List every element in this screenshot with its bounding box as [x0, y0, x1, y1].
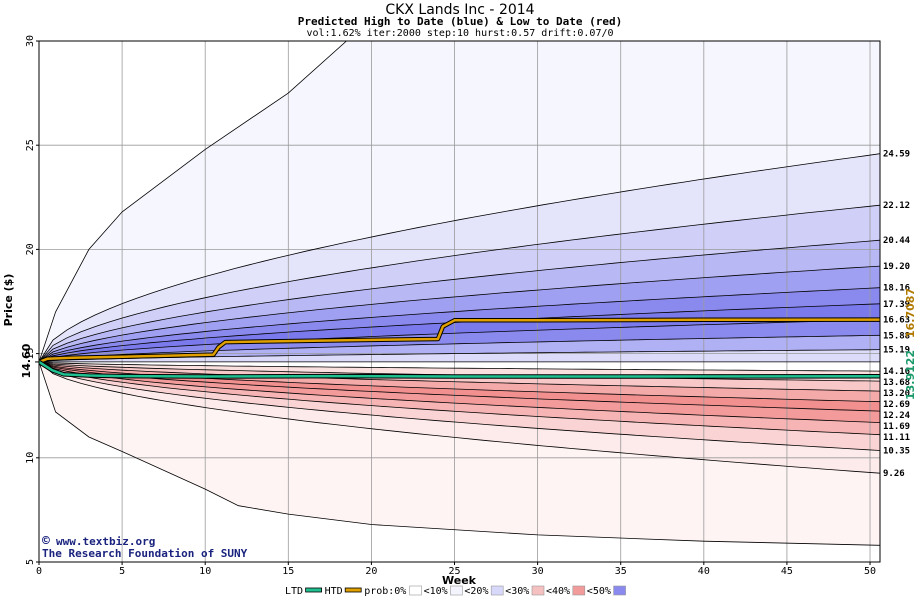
- credit-line-2: The Research Foundation of SUNY: [42, 547, 248, 560]
- legend-swatch-4: [490, 585, 504, 596]
- upper-boundary-7: [39, 319, 880, 363]
- legend-swatch-7: [613, 585, 626, 596]
- chart-title: CKX Lands Inc - 2014: [385, 2, 534, 18]
- y-tick-label-1: 10: [25, 452, 36, 464]
- end-label-6: 16.63: [883, 316, 910, 326]
- x-tick-label-1: 5: [119, 566, 125, 577]
- y-tick-label-2: 15: [25, 348, 36, 360]
- upper-band-9: [39, 349, 880, 362]
- ltd-line: [39, 360, 880, 378]
- end-label-10: 13.68: [883, 378, 910, 388]
- upper-boundary-3: [39, 239, 880, 363]
- upper-boundary-5: [39, 287, 880, 363]
- end-label-8: 15.19: [883, 346, 910, 356]
- y-tick-label-4: 25: [25, 139, 36, 151]
- end-label-2: 20.44: [883, 236, 911, 246]
- legend-swatch-6: [572, 585, 586, 596]
- legend-label-4: <20%: [464, 586, 488, 597]
- x-tick-label-6: 30: [532, 566, 544, 577]
- upper-boundary-4: [39, 265, 880, 363]
- credit-symbol: ©: [42, 534, 50, 549]
- legend-label-1: HTD: [325, 586, 343, 597]
- x-tick-label-5: 25: [448, 566, 460, 577]
- legend-swatch-3: [450, 585, 463, 596]
- end-label-15: 11.11: [883, 433, 910, 443]
- end-label-14: 11.69: [883, 422, 910, 432]
- y-tick-label-0: 5: [25, 559, 36, 565]
- lower-boundary-1: [39, 361, 880, 372]
- end-label-13: 12.24: [883, 411, 911, 421]
- probability-bands: [39, 41, 880, 562]
- credit-line-1: www.textbiz.org: [56, 535, 155, 548]
- legend-swatch-2: [409, 585, 422, 596]
- lower-boundary-8: [39, 361, 880, 451]
- plot-border: [38, 40, 881, 563]
- chart-params: vol:1.62% iter:2000 step:10 hurst:0.57 d…: [306, 28, 613, 39]
- lower-boundary-6: [39, 361, 880, 423]
- y-tick-label-3: 20: [25, 243, 36, 255]
- x-tick-label-8: 40: [698, 566, 710, 577]
- htd-end-value: 16.7087: [904, 288, 917, 338]
- legend-line-1: [344, 587, 362, 593]
- legend-label-0: LTD: [285, 586, 303, 597]
- plot-frame: [38, 40, 881, 563]
- lower-envelope-line: [39, 361, 880, 546]
- end-label-17: 9.26: [883, 469, 905, 479]
- upper-envelope-line: [39, 41, 347, 363]
- x-tick-label-10: 50: [864, 566, 876, 577]
- legend: LTD HTD prob:0% <10% <20% <30% <40% <50%: [285, 585, 626, 597]
- x-tick-label-0: 0: [36, 566, 42, 577]
- legend-line-0: [305, 587, 323, 593]
- y-axis-label: Price ($): [2, 274, 15, 327]
- chart-subtitle: Predicted High to Date (blue) & Low to D…: [298, 15, 623, 28]
- end-label-16: 10.35: [883, 447, 910, 457]
- x-tick-label-4: 20: [365, 566, 377, 577]
- end-label-7: 15.88: [883, 331, 910, 341]
- ltd-end-value: 13.9122: [904, 350, 917, 400]
- legend-label-6: <40%: [546, 586, 570, 597]
- lower-boundary-7: [39, 361, 880, 436]
- data-series: [39, 317, 880, 379]
- x-axis-label: Week: [442, 574, 477, 587]
- legend-label-7: <50%: [587, 586, 611, 597]
- end-label-0: 24.59: [883, 150, 910, 160]
- legend-label-2: prob:0%: [364, 586, 406, 597]
- x-tick-label-7: 35: [615, 566, 627, 577]
- x-tick-label-3: 15: [282, 566, 294, 577]
- upper-boundary-1: [39, 153, 880, 363]
- y-axis-ticks: 5 10 15 20 25 30: [25, 35, 39, 565]
- lower-boundary-5: [39, 361, 880, 412]
- end-label-3: 19.20: [883, 262, 910, 272]
- end-label-5: 17.39: [883, 300, 910, 310]
- x-tick-label-2: 10: [199, 566, 211, 577]
- x-tick-label-9: 45: [781, 566, 793, 577]
- y-tick-label-5: 30: [25, 35, 36, 47]
- end-label-12: 12.69: [883, 400, 910, 410]
- lower-boundary-3: [39, 361, 880, 392]
- band-end-labels: 24.59 22.12 20.44 19.20 18.16 17.39 16.63 15.88…: [883, 150, 911, 479]
- end-label-1: 22.12: [883, 201, 910, 211]
- legend-label-3: <10%: [424, 586, 448, 597]
- end-label-9: 14.16: [883, 367, 910, 377]
- upper-boundary-8: [39, 334, 880, 363]
- start-price-label: 14.60: [20, 343, 33, 378]
- htd-line: [39, 318, 880, 364]
- end-label-11: 13.20: [883, 389, 910, 399]
- legend-label-5: <30%: [505, 586, 529, 597]
- end-label-4: 18.16: [883, 284, 910, 294]
- lower-band-9: [39, 361, 880, 372]
- credit-block: © www.textbiz.org The Research Foundatio…: [42, 534, 248, 560]
- upper-boundary-2: [39, 204, 880, 363]
- lower-boundary-9: [39, 361, 880, 474]
- legend-swatch-5: [531, 585, 545, 596]
- x-axis-ticks: 0 5 10 15 20 25 30 35 40 45 50: [36, 562, 876, 577]
